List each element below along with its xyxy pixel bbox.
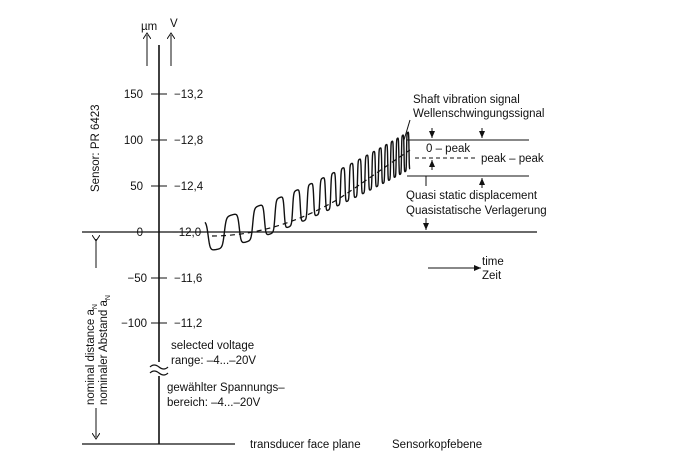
shaft-vibration-leader <box>403 119 411 141</box>
quasi-static-label-en: Quasi static displacement <box>406 190 538 202</box>
unit-v-label: V <box>170 18 178 30</box>
tick-label-v-minus100: −11,2 <box>174 318 202 330</box>
tick-label-um-minus50: −50 <box>127 273 147 285</box>
voltage-range-de-line2: bereich: –4...–20V <box>167 397 261 409</box>
peak-peak-label: peak – peak <box>481 153 544 165</box>
svg-text:nominaler Abstand aN: nominaler Abstand aN <box>98 295 112 405</box>
unit-um-label: µm <box>141 21 157 33</box>
tick-label-v-50: −12,4 <box>174 181 204 193</box>
face-plane-label-de: Sensorkopfebene <box>392 439 482 451</box>
tick-label-um-minus100: −100 <box>121 318 147 330</box>
shaft-vibration-label-de: Wellenschwingungssignal <box>413 108 544 120</box>
face-plane-label-en: transducer face plane <box>250 439 361 451</box>
nominal-distance-label-en: nominal distance aN <box>85 304 99 405</box>
quasi-static-label-de: Quasistatische Verlagerung <box>406 205 547 217</box>
axis-break-symbol <box>149 362 169 376</box>
sensor-label: Sensor: PR 6423 <box>90 104 102 192</box>
quasi-static-trend-line <box>211 149 411 237</box>
tick-label-um-100: 100 <box>124 135 143 147</box>
tick-label-v-150: −13,2 <box>174 89 203 101</box>
tick-label-um-50: 50 <box>130 181 143 193</box>
shaft-vibration-label-en: Shaft vibration signal <box>413 94 520 106</box>
nominal-distance-label-de: nominaler Abstand aN <box>98 295 112 405</box>
voltage-range-en-line2: range: –4...–20V <box>171 355 256 367</box>
zero-peak-label: 0 – peak <box>426 143 470 155</box>
tick-label-v-0: −12,0 <box>172 227 201 239</box>
tick-label-v-100: −12,8 <box>174 135 203 147</box>
axis-ticks: 150 100 50 0 −50 −100 −13,2 −12,8 −12,4 … <box>121 89 204 330</box>
voltage-range-en-line1: selected voltage <box>171 340 254 352</box>
voltage-range-de-line1: gewählter Spannungs– <box>167 382 285 394</box>
tick-label-v-minus50: −11,6 <box>174 273 202 285</box>
time-label-en: time <box>482 256 504 268</box>
vibration-signal-curve <box>204 131 411 251</box>
tick-label-um-150: 150 <box>124 89 143 101</box>
time-label-de: Zeit <box>482 270 502 282</box>
tick-label-um-0: 0 <box>137 227 143 239</box>
svg-text:nominal distance aN: nominal distance aN <box>85 304 99 405</box>
